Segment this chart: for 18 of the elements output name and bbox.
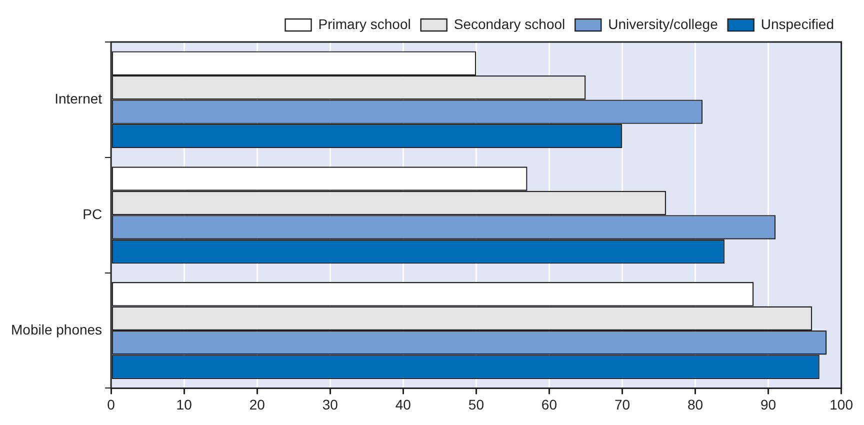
x-tick-label: 40 — [395, 396, 412, 412]
x-tick-label: 50 — [468, 396, 484, 412]
x-tick-label: 0 — [107, 396, 116, 412]
legend-label: Secondary school — [454, 16, 566, 32]
y-tick-label: Mobile phones — [11, 321, 102, 338]
legend-label: Unspecified — [760, 16, 834, 32]
x-tick-label: 80 — [687, 396, 704, 412]
x-tick-label: 70 — [614, 396, 630, 412]
x-tick-label: 90 — [760, 396, 776, 412]
x-tick-label: 10 — [176, 396, 192, 412]
x-tick-label: 100 — [830, 396, 854, 412]
legend-label: Primary school — [318, 16, 411, 32]
legend-label: University/college — [608, 16, 718, 32]
x-tick-label: 20 — [249, 396, 266, 412]
x-tick-label: 30 — [322, 396, 338, 412]
y-tick-label: Internet — [54, 90, 102, 107]
x-tick-label: 60 — [541, 396, 558, 412]
y-tick-label: PC — [82, 206, 102, 222]
